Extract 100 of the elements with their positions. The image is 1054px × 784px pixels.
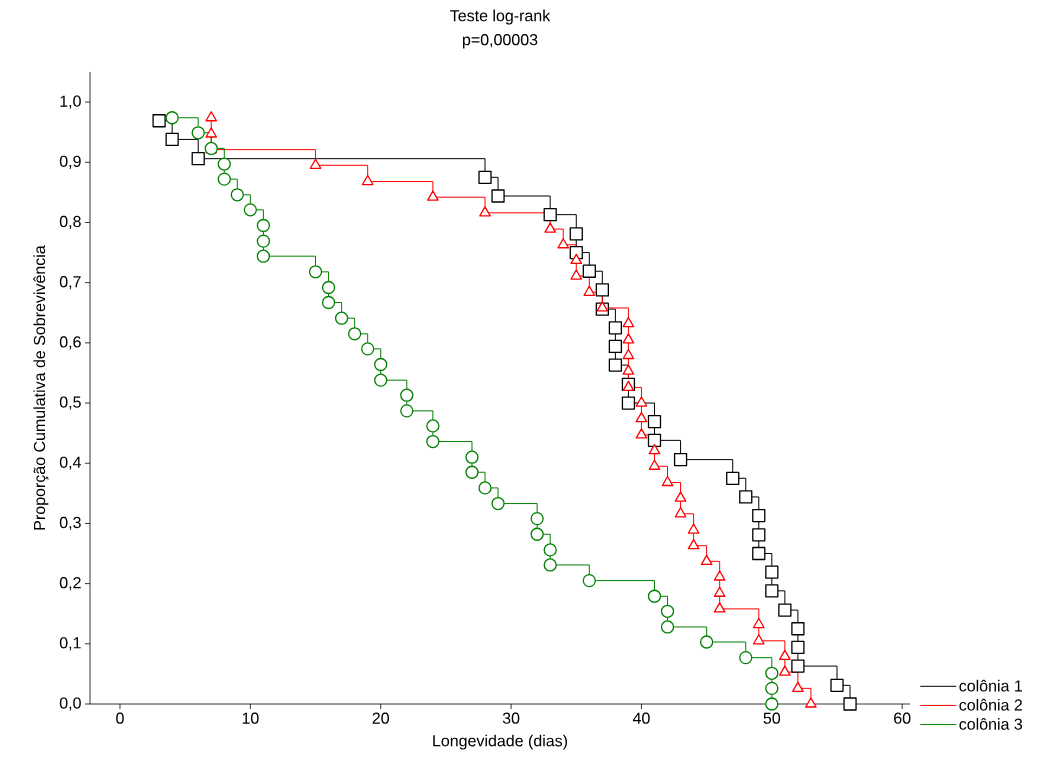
point (361, 174, 374, 186)
point (465, 465, 479, 479)
point (765, 565, 779, 579)
point (570, 269, 583, 280)
point (713, 570, 726, 581)
y-tick-label: 0,0 (59, 697, 81, 711)
point (348, 327, 362, 341)
x-tick-label: 20 (372, 712, 389, 724)
point (622, 316, 635, 328)
point (752, 617, 765, 629)
point (217, 157, 231, 171)
point (635, 428, 648, 439)
point (569, 227, 583, 241)
point (400, 404, 414, 418)
point (647, 433, 662, 448)
y-tick-label: 0,8 (59, 215, 81, 230)
point (491, 189, 505, 203)
y-tick-label: 0,6 (59, 336, 81, 350)
point (635, 396, 648, 407)
point (530, 511, 544, 526)
point (608, 339, 623, 354)
y-tick-label: 0,1 (59, 637, 81, 651)
point (321, 295, 336, 310)
point (622, 348, 635, 360)
point (805, 697, 817, 708)
point (256, 218, 271, 233)
point (217, 172, 231, 186)
point (739, 490, 753, 504)
point (673, 452, 688, 467)
chart-title: Teste log-rank (450, 9, 551, 25)
point (752, 528, 766, 542)
point (557, 238, 570, 249)
point (622, 333, 635, 344)
point (765, 666, 779, 680)
point (661, 475, 674, 487)
point (713, 602, 726, 613)
point (843, 697, 857, 711)
point (478, 170, 492, 184)
point (791, 640, 805, 655)
point (205, 127, 218, 138)
y-tick-label: 0,2 (59, 577, 81, 591)
y-tick-label: 0,4 (59, 456, 82, 470)
point (230, 188, 244, 202)
point (596, 301, 609, 312)
x-tick-label: 40 (632, 712, 650, 724)
point (256, 234, 271, 248)
point (165, 132, 179, 147)
point (152, 114, 166, 128)
point (321, 280, 336, 295)
x-axis-title: Longevidade (dias) (433, 734, 568, 750)
point (595, 283, 609, 297)
point (530, 527, 544, 541)
point (426, 419, 440, 433)
point (543, 207, 557, 222)
point (779, 649, 791, 661)
y-tick-label: 1,0 (60, 95, 81, 109)
point (674, 507, 687, 518)
y-axis-title: Proporção Cumulativa de Sobrevivência (33, 245, 49, 530)
point (647, 415, 662, 429)
point (478, 481, 492, 495)
point (570, 253, 583, 265)
point (334, 311, 349, 325)
point (543, 558, 557, 572)
point (699, 635, 714, 649)
legend-label: colônia 2 (959, 698, 1022, 711)
point (243, 203, 257, 217)
point (465, 450, 479, 464)
point (792, 681, 804, 692)
x-tick-label: 10 (242, 712, 259, 724)
point (700, 554, 713, 565)
point (791, 622, 805, 636)
legend-label: colônia 1 (959, 679, 1022, 692)
point (191, 152, 205, 166)
point (400, 388, 414, 402)
y-tick-label: 0,3 (59, 516, 81, 531)
point (739, 651, 753, 665)
point (674, 491, 687, 502)
point (752, 634, 765, 645)
point (608, 358, 623, 372)
x-tick-label: 60 (894, 712, 911, 724)
point (308, 265, 323, 279)
point (582, 573, 596, 588)
point (635, 412, 648, 423)
x-tick-label: 50 (763, 712, 781, 724)
point (479, 206, 491, 217)
point (491, 496, 505, 511)
point (256, 249, 271, 263)
y-tick-label: 0,9 (59, 155, 81, 169)
point (778, 603, 792, 617)
point (374, 357, 388, 372)
y-tick-label: 0,5 (59, 396, 81, 410)
point (752, 508, 766, 523)
point (765, 681, 779, 695)
point (191, 126, 205, 140)
point (648, 459, 661, 470)
point (427, 190, 439, 201)
point (165, 111, 179, 125)
point (752, 546, 766, 561)
point (205, 111, 218, 122)
point (582, 264, 596, 278)
